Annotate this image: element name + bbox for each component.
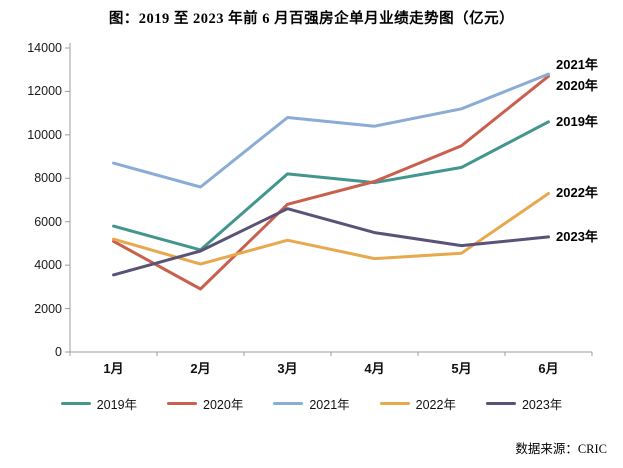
x-axis-category-label: 4月 — [364, 361, 385, 376]
series-end-label: 2021年 — [556, 56, 598, 72]
x-axis-category-label: 6月 — [538, 361, 559, 376]
legend-item: 2019年 — [60, 394, 138, 413]
y-axis-tick-label: 0 — [55, 345, 62, 359]
legend-item: 2022年 — [379, 394, 456, 413]
series-line-2022年 — [112, 192, 550, 266]
y-axis-tick-label: 8000 — [34, 171, 62, 186]
y-axis-tick-label: 12000 — [27, 84, 62, 99]
legend-swatch-line — [273, 401, 304, 405]
legend-item: 2020年 — [167, 394, 243, 413]
series-line-2019年 — [112, 120, 550, 252]
series-end-label: 2020年 — [556, 77, 598, 93]
legend-label: 2022年 — [415, 397, 456, 412]
legend-swatch-line — [167, 401, 198, 405]
x-axis-category-label: 5月 — [451, 361, 472, 376]
x-axis-category-label: 3月 — [277, 361, 298, 376]
y-axis-tick-label: 4000 — [34, 258, 62, 273]
legend-item: 2021年 — [273, 394, 350, 413]
y-axis-tick-label: 2000 — [34, 301, 62, 316]
chart-legend: 2019年 2020年 2021年 2022年 2023年 — [0, 392, 623, 414]
x-axis-category-label: 2月 — [190, 361, 211, 376]
x-axis-category-label: 1月 — [103, 361, 124, 376]
legend-label: 2019年 — [96, 397, 138, 412]
series-end-label: 2019年 — [556, 113, 598, 129]
legend-item: 2023年 — [485, 394, 563, 413]
y-axis-tick-label: 6000 — [34, 214, 62, 229]
chart-title: 图：2019 至 2023 年前 6 月百强房企单月业绩走势图（亿元） — [108, 11, 515, 27]
data-source-note: 数据来源：CRIC — [515, 442, 607, 456]
legend-label: 2020年 — [203, 397, 244, 412]
y-axis-tick-label: 10000 — [27, 127, 62, 142]
legend-label: 2023年 — [521, 397, 563, 412]
y-axis-tick-label: 14000 — [27, 41, 62, 55]
series-line-2021年 — [112, 72, 550, 189]
series-end-label: 2023年 — [556, 228, 598, 244]
legend-label: 2021年 — [309, 397, 350, 412]
legend-swatch-line — [60, 401, 91, 405]
series-end-label: 2022年 — [556, 185, 598, 201]
chart-plot — [65, 43, 593, 356]
series-line-2020年 — [112, 74, 550, 291]
series-line-2023年 — [112, 207, 550, 277]
legend-swatch-line — [379, 401, 410, 405]
legend-swatch-line — [485, 401, 516, 405]
